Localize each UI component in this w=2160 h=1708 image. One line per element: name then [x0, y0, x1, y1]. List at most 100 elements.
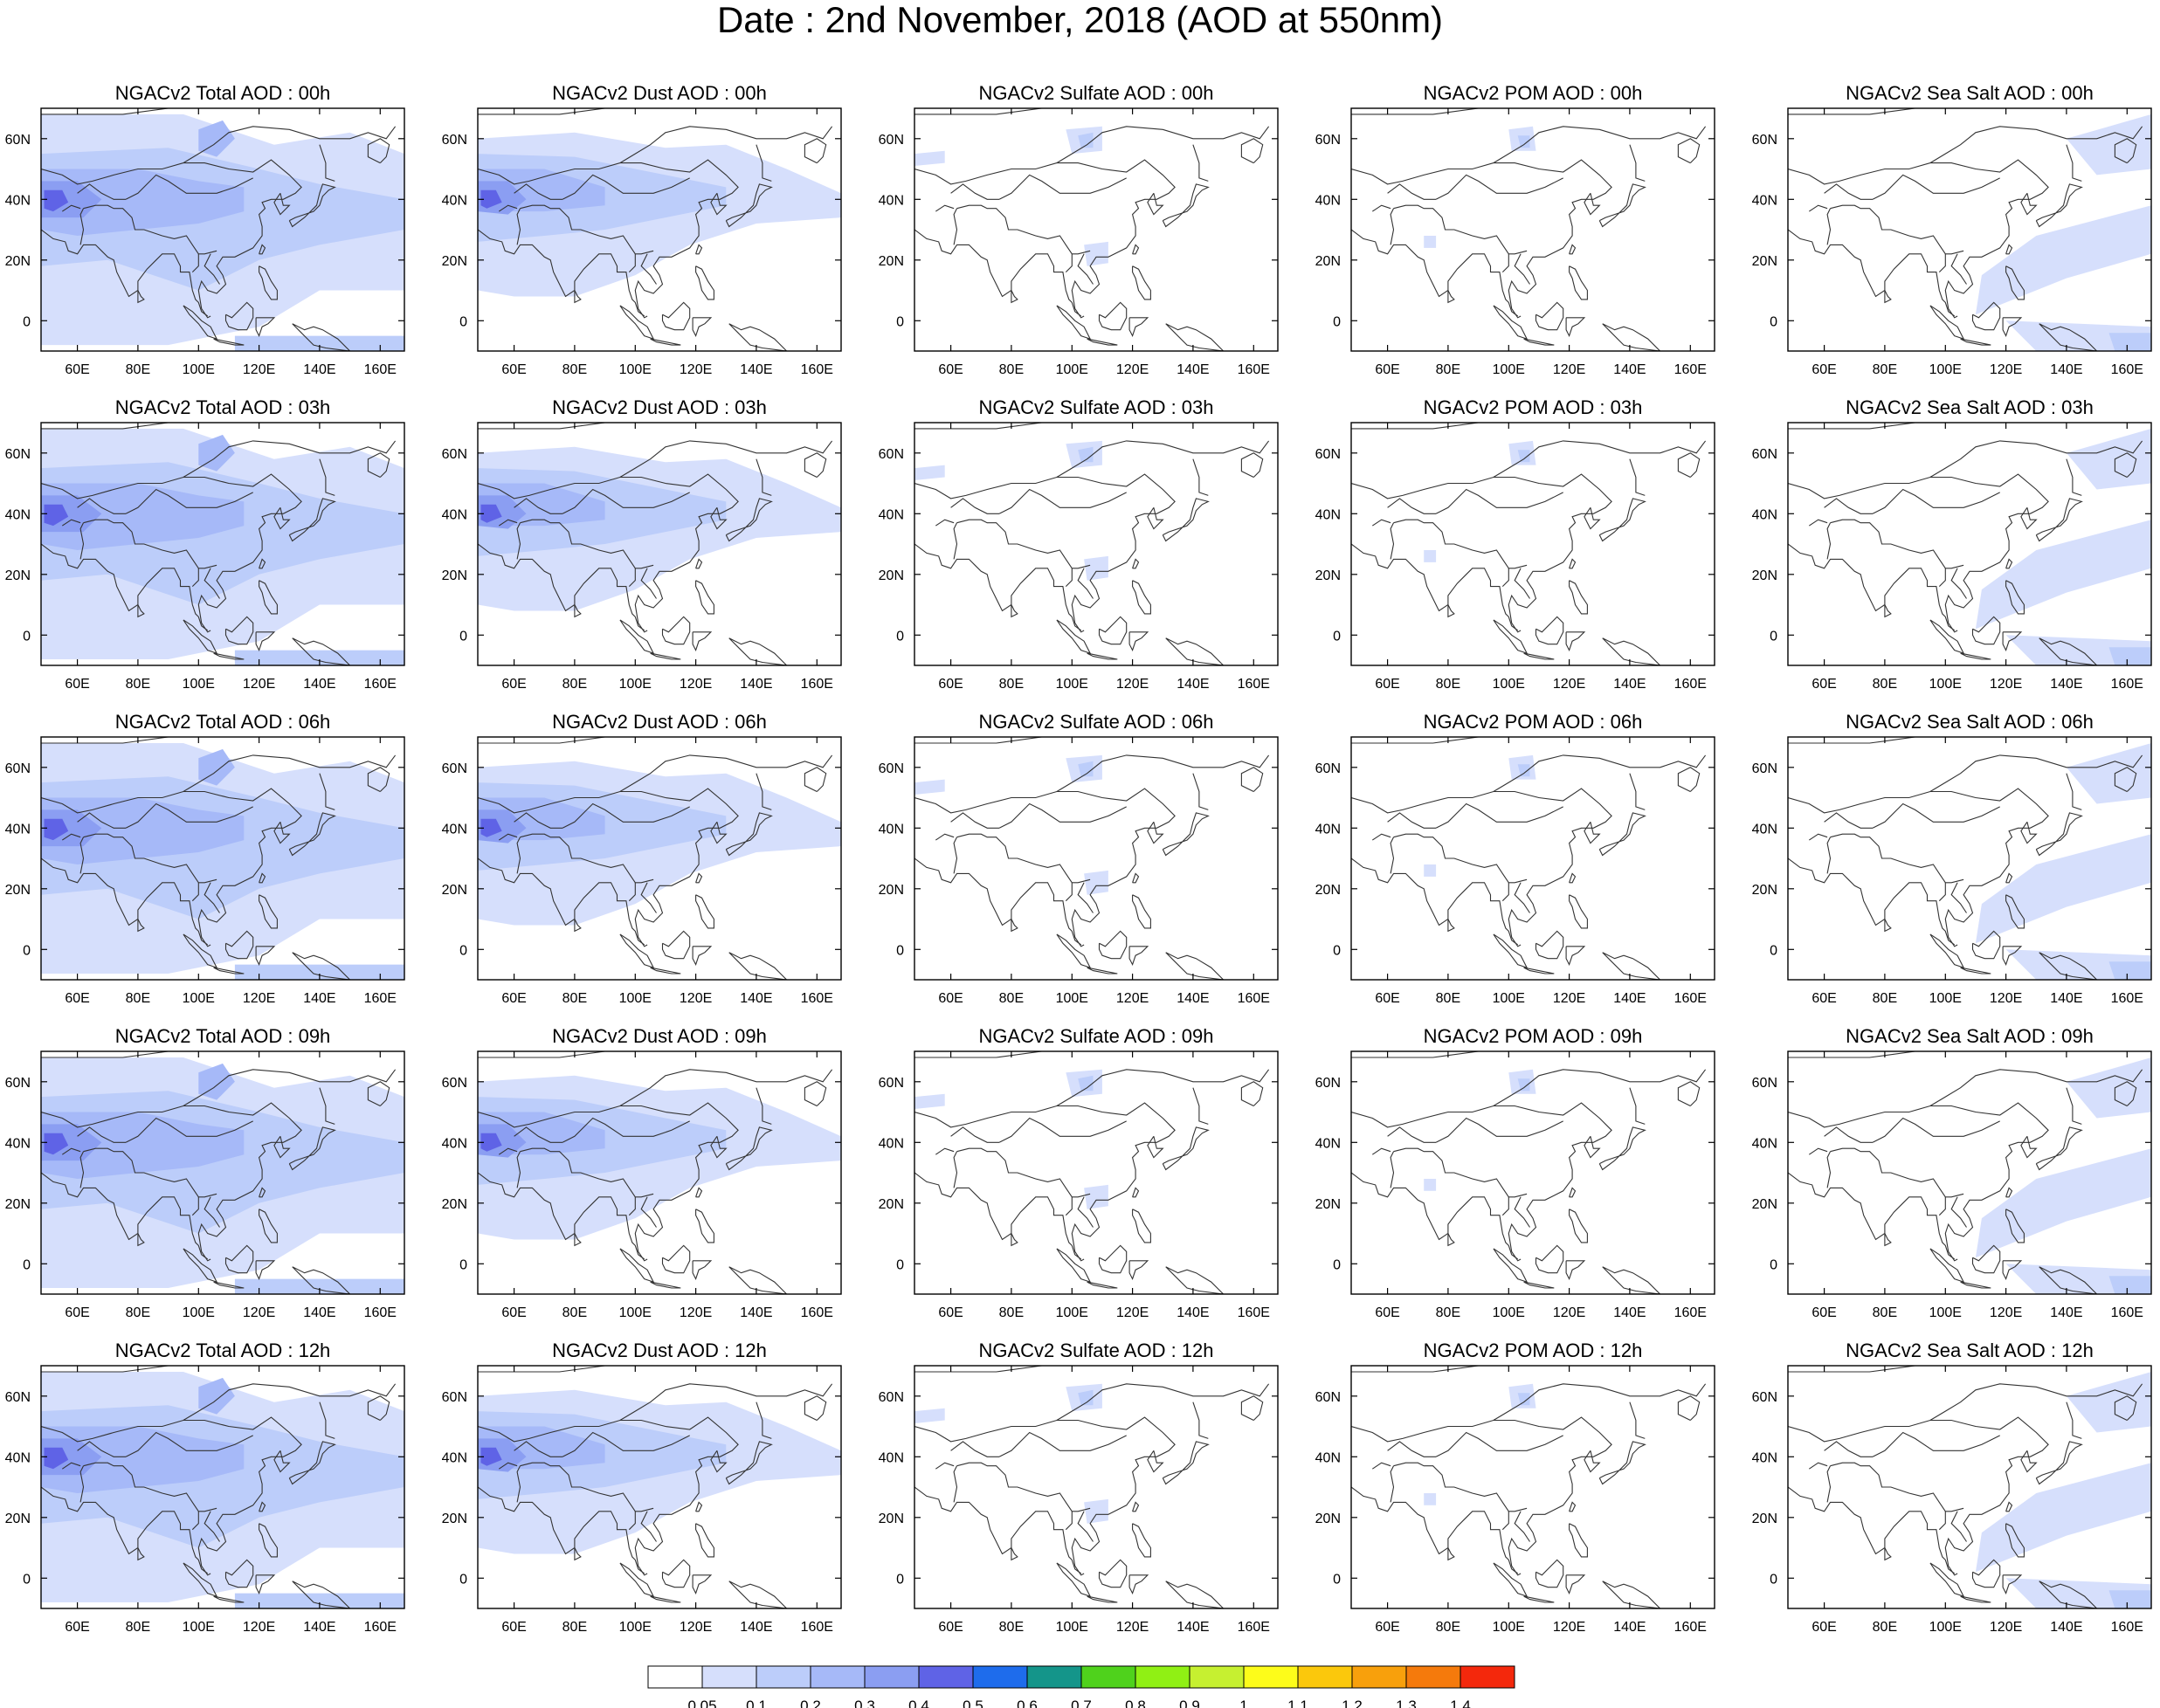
- aod-contour-l1: [1424, 1493, 1437, 1505]
- coastline: [520, 833, 654, 884]
- coastline: [1240, 1395, 1264, 1421]
- coastline: [183, 1562, 218, 1598]
- coastline: [1087, 338, 1118, 346]
- lat-tick-label: 20N: [442, 1512, 467, 1526]
- coastline: [574, 1233, 582, 1247]
- coastline: [1788, 737, 1915, 744]
- lat-tick-label: 60N: [442, 447, 467, 462]
- lon-tick-label: 140E: [2050, 362, 2082, 377]
- coastline: [498, 204, 518, 212]
- panel-title: NGACv2 Sea Salt AOD : 12h: [1846, 1340, 2094, 1361]
- coastline: [1132, 580, 1151, 615]
- coastline: [1872, 1431, 2000, 1457]
- colorbar-swatch: [647, 1665, 703, 1689]
- coastline: [367, 452, 390, 478]
- coastline: [1165, 323, 1225, 351]
- lon-tick-label: 100E: [1056, 1620, 1088, 1635]
- lat-tick-label: 0: [23, 1257, 31, 1272]
- lat-tick-label: 60N: [1315, 1390, 1341, 1405]
- coastline: [1808, 204, 1828, 212]
- panel-frame: [477, 1050, 842, 1295]
- aod-field: [41, 423, 404, 665]
- coastline: [1435, 1431, 1563, 1457]
- panel-frame: [1350, 1050, 1715, 1295]
- coastline: [1629, 773, 1646, 810]
- lon-tick-label: 60E: [65, 677, 89, 692]
- coastline: [1929, 619, 1965, 655]
- coastline: [259, 1187, 266, 1198]
- coastline: [2002, 1260, 2023, 1281]
- panel-frame: [477, 422, 842, 666]
- coastline: [1192, 458, 1209, 496]
- lat-tick-label: 40N: [5, 822, 31, 837]
- coastline: [41, 857, 209, 946]
- coastline: [1788, 423, 1915, 430]
- lat-tick-label: 40N: [442, 507, 467, 522]
- lon-tick-label: 80E: [1873, 1620, 1897, 1635]
- colorbar-label: 0.8: [1125, 1698, 1146, 1708]
- coastline: [183, 305, 218, 341]
- lon-tick-label: 100E: [619, 362, 652, 377]
- lon-tick-label: 60E: [1375, 1620, 1399, 1635]
- colorbar-label: 0.4: [908, 1698, 929, 1708]
- coastline: [1569, 1523, 1588, 1558]
- colorbar-swatch: [810, 1665, 866, 1689]
- coastline: [1132, 244, 1140, 255]
- coastline: [640, 1196, 657, 1228]
- lon-tick-label: 80E: [1436, 677, 1460, 692]
- coastline: [695, 1187, 703, 1198]
- coastline: [137, 604, 145, 618]
- lon-tick-label: 100E: [1493, 991, 1525, 1006]
- coastline: [1830, 1462, 1964, 1512]
- colorbar-swatch: [1351, 1665, 1407, 1689]
- lon-tick-label: 120E: [243, 677, 275, 692]
- lat-tick-label: 60N: [1752, 447, 1777, 462]
- colorbar-swatch: [1189, 1665, 1245, 1689]
- coastline: [292, 637, 351, 665]
- coastline: [1535, 616, 1564, 645]
- coastline: [204, 1511, 220, 1542]
- panel-title: NGACv2 Total AOD : 09h: [115, 1025, 331, 1047]
- aod-field: [1351, 737, 1707, 980]
- coastline: [79, 1465, 85, 1503]
- coastline: [478, 423, 605, 430]
- coastline: [695, 1523, 714, 1558]
- aod-contour-l2: [1078, 761, 1094, 777]
- lon-tick-label: 160E: [1238, 991, 1270, 1006]
- coastline: [1950, 882, 1967, 913]
- aod-contour-l3: [198, 1063, 235, 1100]
- lon-tick-label: 120E: [1553, 677, 1585, 692]
- coastline: [1929, 754, 2143, 792]
- coastline: [41, 788, 302, 947]
- coastline: [1514, 1196, 1530, 1228]
- lat-tick-label: 0: [23, 943, 31, 958]
- map-panel: NGACv2 POM AOD : 00h 60E 80E 100E 120E 140E 16…: [1315, 82, 1715, 377]
- panel-title: NGACv2 Sulfate AOD : 12h: [978, 1340, 1213, 1361]
- colorbar-label: 1.2: [1342, 1698, 1363, 1708]
- aod-contour-l1: [1975, 1148, 2151, 1258]
- coastline: [1387, 498, 1437, 514]
- panel-frame: [914, 736, 1279, 981]
- lon-tick-label: 160E: [1674, 677, 1707, 692]
- coastline: [514, 498, 563, 514]
- coastline: [695, 1501, 703, 1512]
- aod-field: [478, 423, 841, 665]
- coastline: [125, 1117, 253, 1143]
- aod-contour-l1: [1424, 550, 1437, 562]
- lat-tick-label: 20N: [1752, 1512, 1777, 1526]
- lon-tick-label: 160E: [364, 1620, 397, 1635]
- lon-tick-label: 60E: [1375, 677, 1399, 692]
- coastline: [2002, 631, 2023, 652]
- coastline: [478, 1366, 605, 1373]
- panel-frame: [1350, 422, 1715, 666]
- coastline: [956, 204, 1091, 255]
- aod-contour-l2: [1517, 450, 1530, 463]
- coastline: [1162, 1441, 1210, 1485]
- map-panel: NGACv2 Dust AOD : 03h 60E 80E 100E 120E 140E 1…: [442, 396, 842, 692]
- lon-tick-label: 120E: [680, 1305, 712, 1320]
- panel-title: NGACv2 Total AOD : 03h: [115, 396, 331, 418]
- coastline: [1351, 857, 1519, 946]
- lat-tick-label: 40N: [442, 1450, 467, 1465]
- lat-tick-label: 40N: [5, 1450, 31, 1465]
